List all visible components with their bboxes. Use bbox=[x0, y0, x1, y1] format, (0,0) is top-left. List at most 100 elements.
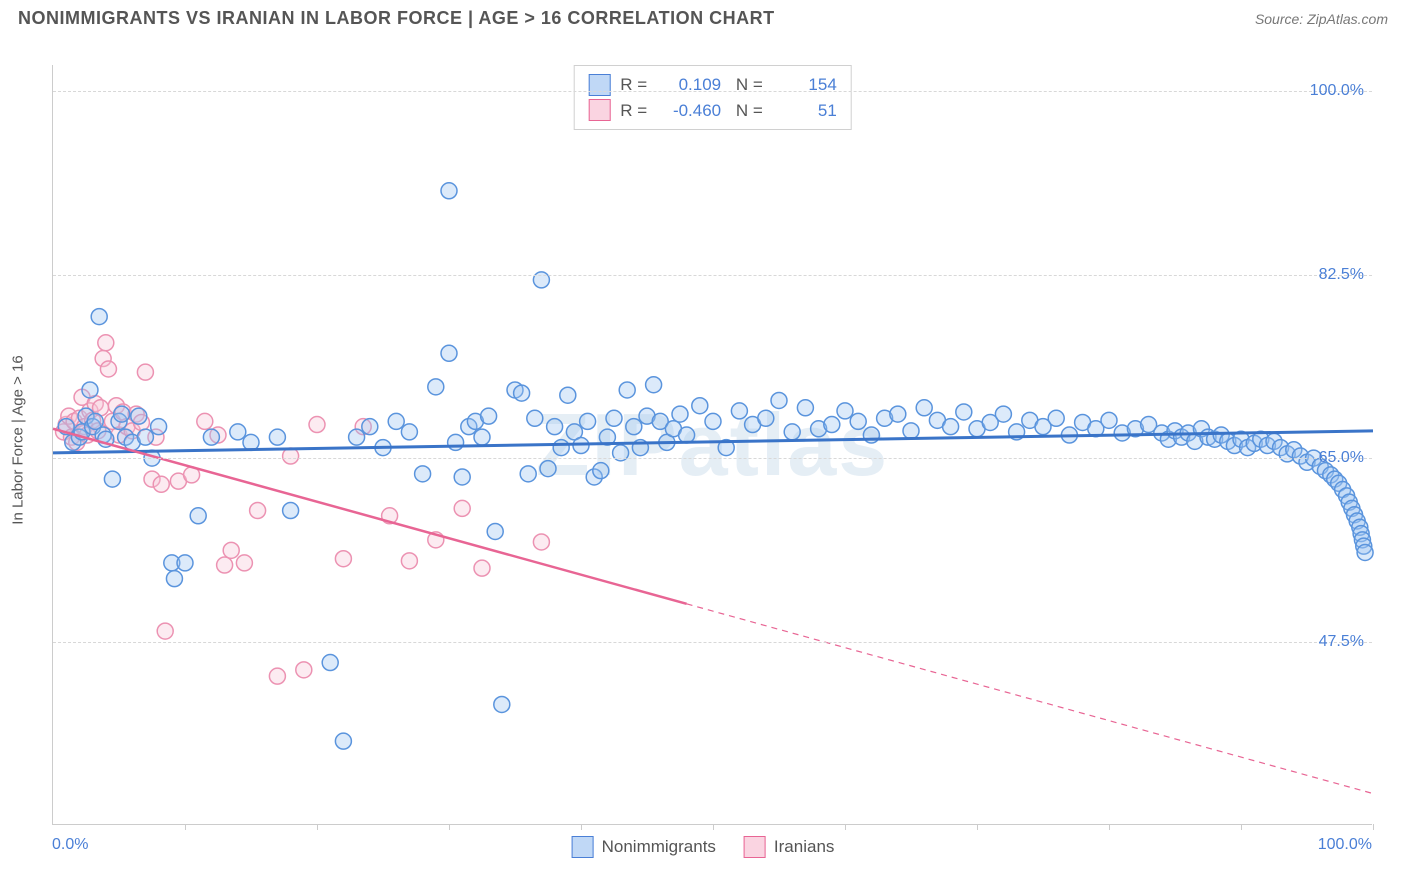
y-tick-label: 82.5% bbox=[1319, 266, 1364, 284]
nonimmigrants-point bbox=[388, 413, 404, 429]
nonimmigrants-point bbox=[995, 406, 1011, 422]
x-tick bbox=[713, 824, 714, 830]
nonimmigrants-point bbox=[481, 408, 497, 424]
nonimmigrants-point bbox=[494, 696, 510, 712]
nonimmigrants-point bbox=[269, 429, 285, 445]
iranians-point bbox=[100, 361, 116, 377]
x-axis-max-label: 100.0% bbox=[1318, 836, 1372, 854]
y-tick-label: 65.0% bbox=[1319, 449, 1364, 467]
nonimmigrants-point bbox=[916, 400, 932, 416]
iranians-point bbox=[335, 551, 351, 567]
nonimmigrants-point bbox=[203, 429, 219, 445]
iranians-point bbox=[309, 417, 325, 433]
legend-label: Iranians bbox=[774, 837, 834, 857]
nonimmigrants-point bbox=[441, 345, 457, 361]
x-tick bbox=[185, 824, 186, 830]
nonimmigrants-point bbox=[692, 398, 708, 414]
nonimmigrants-point bbox=[797, 400, 813, 416]
iranians-point bbox=[474, 560, 490, 576]
nonimmigrants-point bbox=[540, 461, 556, 477]
nonimmigrants-point bbox=[1101, 412, 1117, 428]
grid-line bbox=[53, 91, 1372, 92]
nonimmigrants-point bbox=[606, 410, 622, 426]
nonimmigrants-point bbox=[415, 466, 431, 482]
nonimmigrants-point bbox=[771, 392, 787, 408]
nonimmigrants-point bbox=[322, 655, 338, 671]
swatch-pink-icon bbox=[744, 836, 766, 858]
nonimmigrants-point bbox=[553, 440, 569, 456]
trend-line-iranians-dashed bbox=[687, 604, 1373, 794]
nonimmigrants-point bbox=[580, 413, 596, 429]
x-tick bbox=[1109, 824, 1110, 830]
nonimmigrants-point bbox=[824, 417, 840, 433]
iranians-point bbox=[533, 534, 549, 550]
nonimmigrants-point bbox=[114, 406, 130, 422]
nonimmigrants-point bbox=[560, 387, 576, 403]
nonimmigrants-point bbox=[890, 406, 906, 422]
iranians-point bbox=[197, 413, 213, 429]
nonimmigrants-point bbox=[672, 406, 688, 422]
nonimmigrants-point bbox=[454, 469, 470, 485]
x-tick bbox=[581, 824, 582, 830]
nonimmigrants-point bbox=[441, 183, 457, 199]
trend-line-iranians-solid bbox=[53, 429, 687, 604]
grid-line bbox=[53, 458, 1372, 459]
nonimmigrants-point bbox=[230, 424, 246, 440]
nonimmigrants-point bbox=[362, 419, 378, 435]
iranians-point bbox=[269, 668, 285, 684]
category-legend: Nonimmigrants Iranians bbox=[572, 836, 835, 858]
nonimmigrants-point bbox=[520, 466, 536, 482]
swatch-blue-icon bbox=[572, 836, 594, 858]
nonimmigrants-point bbox=[82, 382, 98, 398]
nonimmigrants-point bbox=[646, 377, 662, 393]
nonimmigrants-point bbox=[679, 427, 695, 443]
nonimmigrants-point bbox=[428, 379, 444, 395]
nonimmigrants-point bbox=[166, 571, 182, 587]
grid-line bbox=[53, 642, 1372, 643]
nonimmigrants-point bbox=[335, 733, 351, 749]
x-tick bbox=[845, 824, 846, 830]
iranians-point bbox=[98, 335, 114, 351]
x-tick bbox=[449, 824, 450, 830]
source-attribution: Source: ZipAtlas.com bbox=[1255, 11, 1388, 27]
nonimmigrants-point bbox=[349, 429, 365, 445]
nonimmigrants-point bbox=[527, 410, 543, 426]
nonimmigrants-point bbox=[705, 413, 721, 429]
nonimmigrants-point bbox=[1048, 410, 1064, 426]
nonimmigrants-point bbox=[547, 419, 563, 435]
nonimmigrants-point bbox=[131, 408, 147, 424]
nonimmigrants-point bbox=[943, 419, 959, 435]
iranians-point bbox=[236, 555, 252, 571]
x-tick bbox=[317, 824, 318, 830]
chart-title: NONIMMIGRANTS VS IRANIAN IN LABOR FORCE … bbox=[18, 8, 775, 29]
nonimmigrants-point bbox=[401, 424, 417, 440]
nonimmigrants-point bbox=[903, 423, 919, 439]
nonimmigrants-point bbox=[731, 403, 747, 419]
nonimmigrants-point bbox=[593, 463, 609, 479]
nonimmigrants-point bbox=[104, 471, 120, 487]
nonimmigrants-point bbox=[837, 403, 853, 419]
iranians-point bbox=[454, 500, 470, 516]
nonimmigrants-point bbox=[91, 309, 107, 325]
x-axis-min-label: 0.0% bbox=[52, 836, 88, 854]
grid-line bbox=[53, 275, 1372, 276]
y-tick-label: 47.5% bbox=[1319, 633, 1364, 651]
nonimmigrants-point bbox=[956, 404, 972, 420]
nonimmigrants-point bbox=[283, 503, 299, 519]
y-tick-label: 100.0% bbox=[1310, 82, 1364, 100]
iranians-point bbox=[250, 503, 266, 519]
x-tick bbox=[1241, 824, 1242, 830]
legend-item-iranians: Iranians bbox=[744, 836, 834, 858]
nonimmigrants-point bbox=[137, 429, 153, 445]
nonimmigrants-point bbox=[151, 419, 167, 435]
nonimmigrants-point bbox=[177, 555, 193, 571]
legend-item-nonimmigrants: Nonimmigrants bbox=[572, 836, 716, 858]
iranians-point bbox=[401, 553, 417, 569]
iranians-point bbox=[153, 476, 169, 492]
nonimmigrants-point bbox=[619, 382, 635, 398]
x-tick bbox=[977, 824, 978, 830]
iranians-point bbox=[296, 662, 312, 678]
x-tick bbox=[1373, 824, 1374, 830]
nonimmigrants-point bbox=[474, 429, 490, 445]
nonimmigrants-point bbox=[487, 523, 503, 539]
